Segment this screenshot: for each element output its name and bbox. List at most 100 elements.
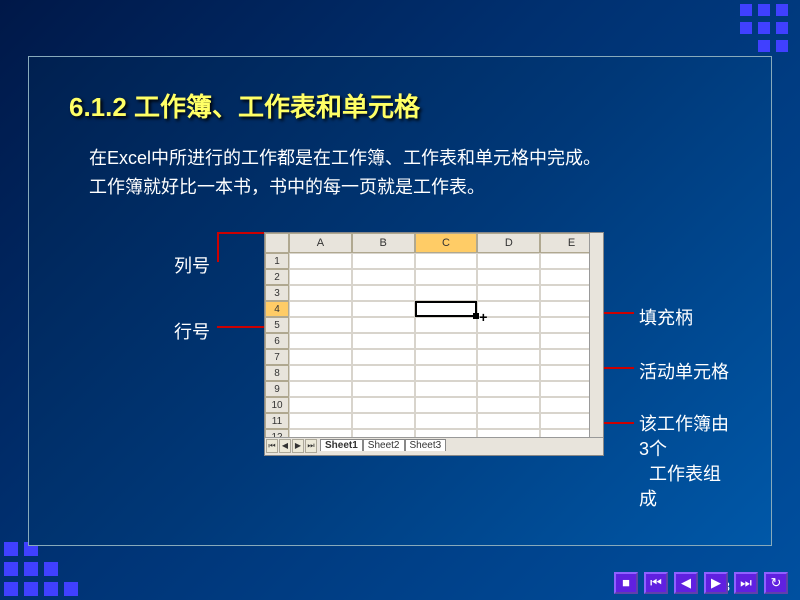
cell[interactable] — [477, 269, 540, 285]
cell[interactable] — [477, 285, 540, 301]
cell[interactable] — [352, 381, 415, 397]
scrollbar-vertical[interactable] — [589, 233, 603, 441]
row-header[interactable]: 8 — [265, 365, 289, 381]
sheet-tab[interactable]: Sheet2 — [363, 439, 405, 451]
cell[interactable] — [352, 317, 415, 333]
cell[interactable] — [352, 301, 415, 317]
slide-nav-buttons: ■ ⏮ ◀ ▶ ⏭ ↻ — [614, 572, 788, 594]
slide-frame: 6.1.2 工作簿、工作表和单元格 在Excel中所进行的工作都是在工作簿、工作… — [28, 56, 772, 546]
deco-square — [776, 22, 788, 34]
cell[interactable] — [415, 349, 478, 365]
cell[interactable] — [352, 349, 415, 365]
cell[interactable] — [289, 269, 352, 285]
cell[interactable] — [415, 269, 478, 285]
label-col-header: 列号 — [174, 252, 210, 278]
cell[interactable] — [289, 301, 352, 317]
label-active-cell: 活动单元格 — [639, 358, 729, 384]
deco-square — [758, 4, 770, 16]
row-header[interactable]: 6 — [265, 333, 289, 349]
row-header[interactable]: 10 — [265, 397, 289, 413]
tab-nav-next[interactable]: ▶ — [292, 439, 304, 453]
tab-nav-prev[interactable]: ◀ — [279, 439, 291, 453]
cell[interactable] — [477, 397, 540, 413]
deco-square — [4, 582, 18, 596]
diagram-area: 列号 行号 填充柄 活动单元格 该工作簿由3个 工作表组成 ABCDE1234+… — [69, 222, 729, 522]
cell[interactable] — [352, 397, 415, 413]
cell[interactable] — [289, 317, 352, 333]
cell[interactable] — [415, 381, 478, 397]
label-fill-handle: 填充柄 — [639, 304, 693, 330]
cell[interactable] — [289, 381, 352, 397]
cell[interactable] — [289, 285, 352, 301]
sheet-grid: ABCDE1234+56789101112 — [265, 233, 603, 445]
row-header[interactable]: 2 — [265, 269, 289, 285]
deco-square — [740, 22, 752, 34]
cell[interactable] — [415, 333, 478, 349]
cursor-icon: + — [479, 309, 487, 325]
nav-return-button[interactable]: ↻ — [764, 572, 788, 594]
cell[interactable] — [289, 365, 352, 381]
cell[interactable] — [477, 349, 540, 365]
label-row-header: 行号 — [174, 318, 210, 344]
cell[interactable] — [477, 365, 540, 381]
column-header[interactable]: D — [477, 233, 540, 253]
cell[interactable] — [289, 397, 352, 413]
body-text: 在Excel中所进行的工作都是在工作簿、工作表和单元格中完成。 工作簿就好比一本… — [89, 144, 731, 202]
cell[interactable] — [415, 365, 478, 381]
cell[interactable] — [352, 333, 415, 349]
tab-nav-first[interactable]: ⏮ — [266, 439, 278, 453]
deco-square — [776, 4, 788, 16]
cell[interactable] — [477, 413, 540, 429]
cell[interactable] — [289, 333, 352, 349]
callout-line — [217, 232, 219, 262]
row-header[interactable]: 11 — [265, 413, 289, 429]
cell[interactable] — [415, 397, 478, 413]
sheet-tab-bar: ⏮ ◀ ▶ ⏭ Sheet1Sheet2Sheet3 — [265, 437, 603, 455]
body-line-2: 工作簿就好比一本书，书中的每一页就是工作表。 — [89, 177, 485, 197]
slide-title: 6.1.2 工作簿、工作表和单元格 — [69, 87, 731, 124]
spreadsheet-mock: ABCDE1234+56789101112 ⏮ ◀ ▶ ⏭ Sheet1Shee… — [264, 232, 604, 456]
deco-square — [758, 22, 770, 34]
cell[interactable] — [352, 413, 415, 429]
column-header[interactable]: C — [415, 233, 478, 253]
nav-last-button[interactable]: ⏭ — [734, 572, 758, 594]
callout-line — [217, 326, 267, 328]
cell[interactable] — [352, 253, 415, 269]
row-header[interactable]: 7 — [265, 349, 289, 365]
deco-square — [776, 40, 788, 52]
nav-stop-button[interactable]: ■ — [614, 572, 638, 594]
deco-square — [24, 562, 38, 576]
row-header[interactable]: 1 — [265, 253, 289, 269]
cell[interactable] — [289, 349, 352, 365]
cell[interactable] — [477, 253, 540, 269]
cell[interactable] — [415, 413, 478, 429]
cell[interactable] — [415, 285, 478, 301]
nav-next-button[interactable]: ▶ — [704, 572, 728, 594]
nav-first-button[interactable]: ⏮ — [644, 572, 668, 594]
row-header[interactable]: 4 — [265, 301, 289, 317]
deco-square — [4, 562, 18, 576]
column-header[interactable]: A — [289, 233, 352, 253]
cell[interactable] — [477, 381, 540, 397]
sheet-tab[interactable]: Sheet3 — [405, 439, 447, 451]
deco-square — [24, 582, 38, 596]
cell[interactable] — [352, 285, 415, 301]
sheet-tab[interactable]: Sheet1 — [320, 439, 363, 451]
cell[interactable]: + — [415, 301, 478, 317]
nav-prev-button[interactable]: ◀ — [674, 572, 698, 594]
deco-square — [740, 4, 752, 16]
cell[interactable] — [289, 253, 352, 269]
row-header[interactable]: 3 — [265, 285, 289, 301]
cell[interactable] — [352, 365, 415, 381]
deco-square — [44, 582, 58, 596]
tab-nav-last[interactable]: ⏭ — [305, 439, 317, 453]
cell[interactable] — [289, 413, 352, 429]
column-header[interactable]: B — [352, 233, 415, 253]
row-header[interactable]: 5 — [265, 317, 289, 333]
label-sheet-count: 该工作簿由3个 工作表组成 — [639, 412, 729, 513]
row-header[interactable]: 9 — [265, 381, 289, 397]
cell[interactable] — [352, 269, 415, 285]
cell[interactable] — [477, 333, 540, 349]
cell[interactable] — [415, 317, 478, 333]
cell[interactable] — [415, 253, 478, 269]
